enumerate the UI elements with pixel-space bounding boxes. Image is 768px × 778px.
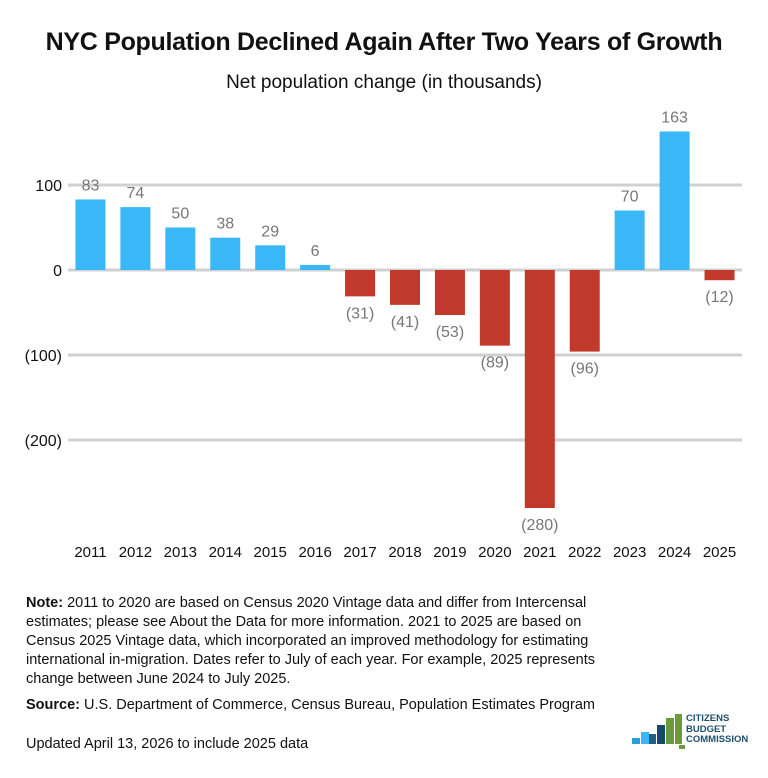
bar-2017 [345, 270, 376, 297]
bar-chart: 100 0 (100) (200) 83 2011 74 2012 50 2013 38 2014 29… [25, 109, 742, 561]
logo-line: CITIZENS [686, 713, 730, 724]
source-text: U.S. Department of Commerce, Census Bure… [80, 697, 595, 713]
x-tick-label: 2024 [658, 544, 691, 561]
data-label: (31) [346, 305, 374, 322]
logo-bars-icon [632, 714, 685, 749]
data-label: 6 [311, 243, 320, 260]
data-label: 163 [661, 109, 688, 126]
x-tick-label: 2016 [298, 544, 331, 561]
bar-2012 [120, 207, 151, 270]
bar-2021 [524, 270, 555, 508]
bar-2018 [390, 270, 420, 305]
y-tick-label: (100) [25, 348, 62, 365]
bar-2011 [75, 199, 106, 270]
logo-line: COMMISSION [686, 734, 749, 745]
data-label: (89) [481, 355, 509, 372]
data-label: 83 [82, 177, 100, 194]
bar-2023 [614, 210, 645, 270]
logo-line: BUDGET [686, 723, 727, 735]
bar-2016 [300, 264, 331, 270]
chart-subtitle: Net population change (in thousands) [226, 72, 542, 93]
data-label: (41) [391, 314, 419, 331]
x-tick-label: 2020 [478, 544, 511, 561]
x-tick-label: 2025 [703, 544, 736, 561]
bar-2013 [165, 227, 196, 270]
bar-2020 [479, 270, 510, 346]
x-tick-label: 2012 [119, 544, 152, 561]
citizens-budget-commission-logo: CITIZENS BUDGET COMMISSION [630, 712, 760, 752]
source: Source: U.S. Department of Commerce, Cen… [26, 697, 595, 713]
data-label: 74 [127, 185, 145, 202]
x-tick-label: 2014 [209, 544, 242, 561]
bar-2015 [255, 245, 286, 270]
chart-title: NYC Population Declined Again After Two … [45, 28, 723, 56]
data-label: (280) [521, 517, 558, 534]
logo-text: CITIZENS BUDGET COMMISSION [686, 713, 749, 746]
updated-text: Updated April 13, 2026 to include 2025 d… [26, 736, 309, 752]
bar-2024 [659, 131, 690, 270]
note: Note: 2011 to 2020 are based on Census 2… [26, 594, 626, 689]
bar-2014 [210, 237, 241, 270]
x-tick-label: 2023 [613, 544, 646, 561]
x-tick-label: 2018 [388, 544, 421, 561]
note-text: 2011 to 2020 are based on Census 2020 Vi… [26, 595, 596, 687]
x-tick-label: 2015 [254, 544, 287, 561]
y-tick-label: 100 [35, 178, 62, 195]
data-label: 29 [261, 223, 279, 240]
data-label: 38 [216, 216, 234, 233]
y-tick-label: (200) [25, 433, 62, 450]
note-label: Note: [26, 595, 64, 611]
x-tick-label: 2022 [568, 544, 601, 561]
x-tick-label: 2019 [433, 544, 466, 561]
data-label: (53) [436, 324, 464, 341]
bar-2022 [569, 270, 600, 352]
data-label: (96) [571, 361, 599, 378]
x-tick-label: 2011 [74, 544, 106, 561]
bar-2019 [434, 270, 465, 316]
bar-2025 [704, 270, 735, 281]
x-tick-label: 2021 [523, 544, 556, 561]
data-label: 70 [621, 189, 639, 206]
data-label: 50 [171, 206, 189, 223]
source-label: Source: [26, 697, 80, 713]
data-label: (12) [705, 289, 733, 306]
x-tick-label: 2017 [343, 544, 376, 561]
x-tick-label: 2013 [164, 544, 197, 561]
y-tick-label: 0 [53, 263, 62, 280]
